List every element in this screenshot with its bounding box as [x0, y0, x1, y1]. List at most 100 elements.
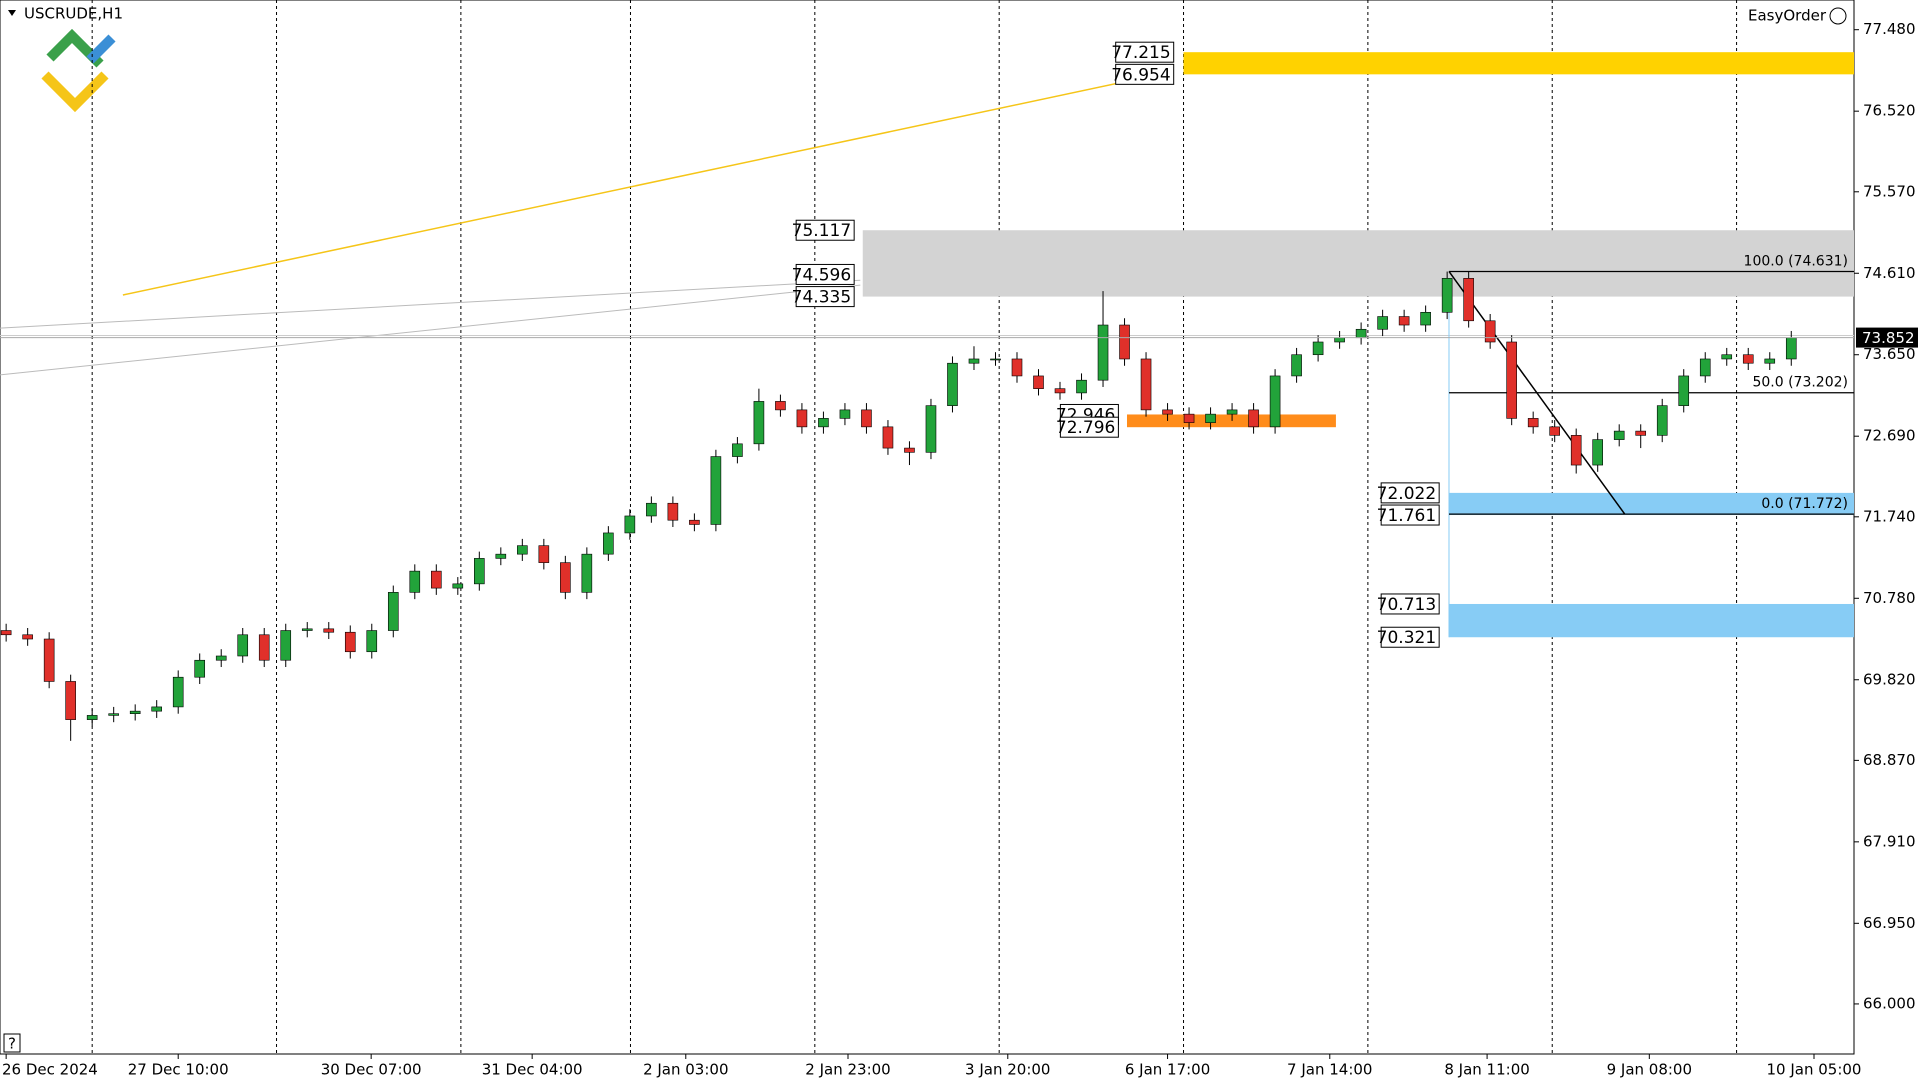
candle-body: [22, 634, 33, 640]
candle-body: [1678, 375, 1690, 406]
candle-body: [710, 456, 722, 525]
candle-body: [194, 659, 206, 678]
candle-body: [581, 553, 593, 593]
candle-body: [990, 358, 1001, 361]
candle-body: [108, 713, 119, 716]
candle-body: [1269, 375, 1281, 428]
candle-body: [1527, 418, 1539, 428]
price-label-box: [1059, 416, 1119, 438]
candle-body: [689, 519, 700, 525]
candle-body: [1248, 409, 1259, 428]
current-price-label: 73.852: [1862, 329, 1915, 347]
candle-body: [1398, 316, 1410, 326]
candle-body: [409, 570, 421, 593]
candle-body: [1764, 358, 1776, 364]
candle-body: [1592, 439, 1603, 466]
candle-body: [43, 638, 55, 682]
candle-body: [86, 715, 98, 720]
price-label-box: [1380, 482, 1440, 504]
candle-body: [796, 409, 808, 428]
candle-body: [1226, 409, 1238, 415]
price-label: 71.761: [1377, 506, 1436, 526]
zone: [1448, 492, 1854, 516]
help[interactable]: ?: [8, 1035, 16, 1053]
candle-body: [753, 401, 765, 445]
price-label: 70.321: [1377, 628, 1436, 648]
candle-body: [1076, 379, 1087, 394]
candle-body: [172, 676, 184, 708]
candle-body: [560, 562, 571, 593]
x-tick-label: 10 Jan 05:00: [1767, 1061, 1862, 1079]
price-label-box: [1380, 593, 1440, 615]
x-tick-label: 31 Dec 04:00: [482, 1061, 583, 1079]
x-tick-label: 2 Jan 03:00: [643, 1061, 728, 1079]
candle-body: [387, 592, 399, 631]
y-tick-label: 66.000: [1863, 994, 1916, 1012]
easyorder[interactable]: EasyOrder: [1748, 7, 1827, 25]
candle-body: [323, 628, 335, 633]
candle-body: [344, 631, 356, 653]
candle-body: [1463, 278, 1474, 322]
y-tick-label: 69.820: [1863, 670, 1916, 688]
candle-body: [1011, 358, 1023, 377]
y-tick-label: 71.740: [1863, 507, 1916, 525]
fibo-label: 0.0 (71.772): [1761, 496, 1848, 512]
zone: [1183, 52, 1854, 75]
fibo-trend: [1448, 271, 1626, 515]
symbol-title: USCRUDE,H1: [24, 5, 123, 23]
y-tick-label: 76.520: [1863, 102, 1916, 120]
x-tick-label: 7 Jan 14:00: [1287, 1061, 1372, 1079]
candle-body: [1334, 337, 1345, 343]
candle-body: [882, 426, 894, 449]
candle-body: [1355, 328, 1367, 339]
candle-body: [947, 362, 958, 406]
price-label: 74.596: [792, 265, 851, 285]
candle-body: [215, 655, 227, 661]
candle-body: [603, 532, 614, 555]
zone: [1126, 414, 1336, 428]
candle-body: [1033, 375, 1044, 389]
candle-body: [151, 706, 162, 712]
price-label: 72.022: [1377, 484, 1436, 504]
y-tick-label: 75.570: [1863, 182, 1916, 200]
candle-body: [474, 558, 485, 585]
menu-arrow[interactable]: [8, 10, 16, 16]
candle-body: [1656, 405, 1668, 436]
candle-body: [1312, 341, 1324, 356]
candle-body: [517, 545, 528, 555]
candle-body: [301, 628, 313, 631]
price-label-box: [1115, 41, 1175, 63]
price-label: 76.954: [1111, 65, 1170, 85]
candle-body: [1635, 430, 1647, 436]
zone: [1448, 603, 1854, 638]
candle-body: [1613, 430, 1625, 440]
candle-body: [1549, 426, 1560, 436]
help-box[interactable]: [3, 1033, 21, 1053]
x-tick-label: 6 Jan 17:00: [1125, 1061, 1210, 1079]
candle-body: [129, 710, 141, 714]
candle-body: [646, 502, 657, 517]
price-label: 72.796: [1056, 418, 1115, 438]
price-label: 70.713: [1377, 595, 1436, 615]
candle-body: [775, 401, 786, 411]
candle-body: [839, 409, 851, 419]
candle-body: [968, 358, 980, 364]
candle-body: [1699, 358, 1711, 377]
candle-body: [904, 447, 915, 453]
x-tick-label: 30 Dec 07:00: [321, 1061, 422, 1079]
y-tick-label: 67.910: [1863, 832, 1916, 850]
fibo-label: 50.0 (73.202): [1752, 375, 1848, 391]
candle-body: [925, 405, 937, 453]
y-tick-label: 70.780: [1863, 589, 1916, 607]
price-label: 74.335: [792, 288, 851, 308]
candle-body: [1506, 341, 1517, 419]
y-tick-label: 74.610: [1863, 264, 1916, 282]
trend-line: [0, 279, 861, 329]
zone: [862, 230, 1854, 297]
candle-body: [65, 681, 76, 720]
candle-body: [1742, 354, 1754, 364]
candle-body: [1054, 388, 1066, 394]
candle-body: [1721, 354, 1733, 360]
